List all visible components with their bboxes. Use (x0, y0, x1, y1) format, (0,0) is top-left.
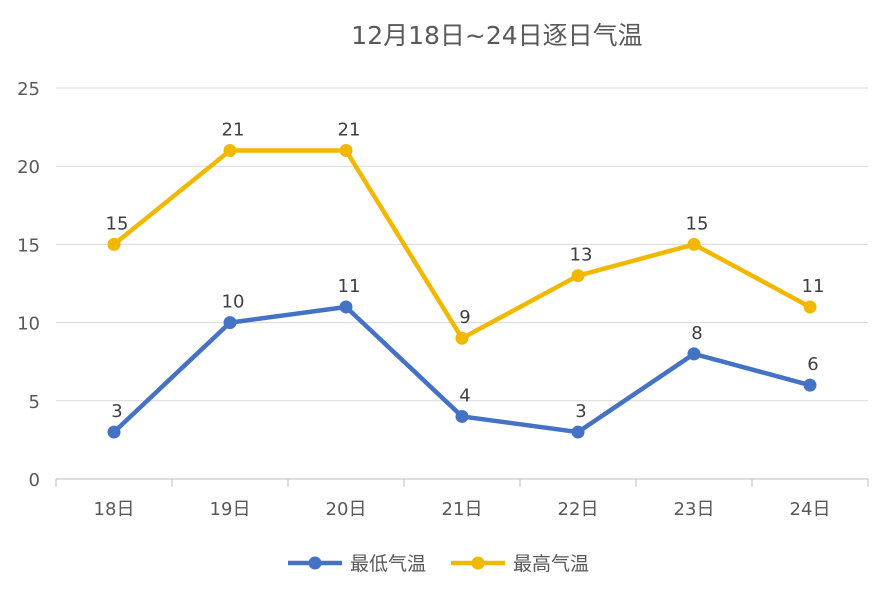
x-tick-label: 21日 (442, 499, 483, 520)
series-2: 15 21 21 9 13 15 11 (106, 120, 825, 345)
x-tick-label: 18日 (94, 499, 135, 520)
data-point (687, 347, 701, 361)
data-point (571, 269, 585, 283)
series-1: 3 10 11 4 3 8 6 (107, 276, 819, 439)
y-tick-label: 20 (17, 157, 40, 178)
y-tick-label: 5 (29, 392, 40, 413)
y-tick-label: 0 (29, 470, 40, 491)
axes: 0 5 10 15 20 25 18日 19日 20日 21日 22日 23日 24日 (17, 79, 869, 520)
data-label: 10 (222, 292, 245, 313)
data-point (223, 144, 237, 158)
x-tick-label: 20日 (326, 499, 367, 520)
data-point (107, 425, 121, 439)
x-tick-label: 22日 (558, 499, 599, 520)
data-label: 3 (575, 401, 586, 422)
legend-marker (471, 556, 485, 570)
data-label: 13 (570, 245, 593, 266)
data-point (339, 144, 353, 158)
data-label: 6 (807, 354, 818, 375)
data-point (455, 409, 469, 423)
gridlines (56, 87, 868, 402)
y-tick-label: 10 (17, 314, 40, 335)
data-point (687, 237, 701, 251)
data-point (339, 300, 353, 314)
data-label: 11 (338, 276, 361, 297)
data-point (803, 378, 817, 392)
data-label: 4 (459, 385, 470, 406)
data-label: 3 (111, 401, 122, 422)
legend: 最低气温 最高气温 (288, 553, 589, 575)
data-label: 21 (338, 120, 361, 141)
y-tick-label: 25 (17, 79, 40, 100)
x-tick-label: 23日 (674, 499, 715, 520)
data-label: 11 (802, 276, 825, 297)
data-point (223, 316, 237, 330)
data-point (107, 237, 121, 251)
data-label: 9 (459, 307, 470, 328)
data-point (571, 425, 585, 439)
series-group: 3 10 11 4 3 8 6 15 21 21 9 13 15 11 (106, 120, 825, 439)
data-point (803, 300, 817, 314)
y-tick-label: 15 (17, 235, 40, 256)
data-label: 15 (686, 213, 709, 234)
legend-marker (308, 556, 322, 570)
data-label: 15 (106, 213, 129, 234)
x-tick-label: 19日 (210, 499, 251, 520)
chart-title: 12月18日~24日逐日气温 (351, 21, 642, 50)
legend-item: 最高气温 (451, 553, 589, 575)
legend-item: 最低气温 (288, 553, 426, 575)
data-label: 21 (222, 120, 245, 141)
legend-label: 最高气温 (513, 553, 589, 575)
data-label: 8 (691, 323, 702, 344)
x-tick-label: 24日 (790, 499, 831, 520)
legend-label: 最低气温 (350, 553, 426, 575)
data-point (455, 331, 469, 345)
